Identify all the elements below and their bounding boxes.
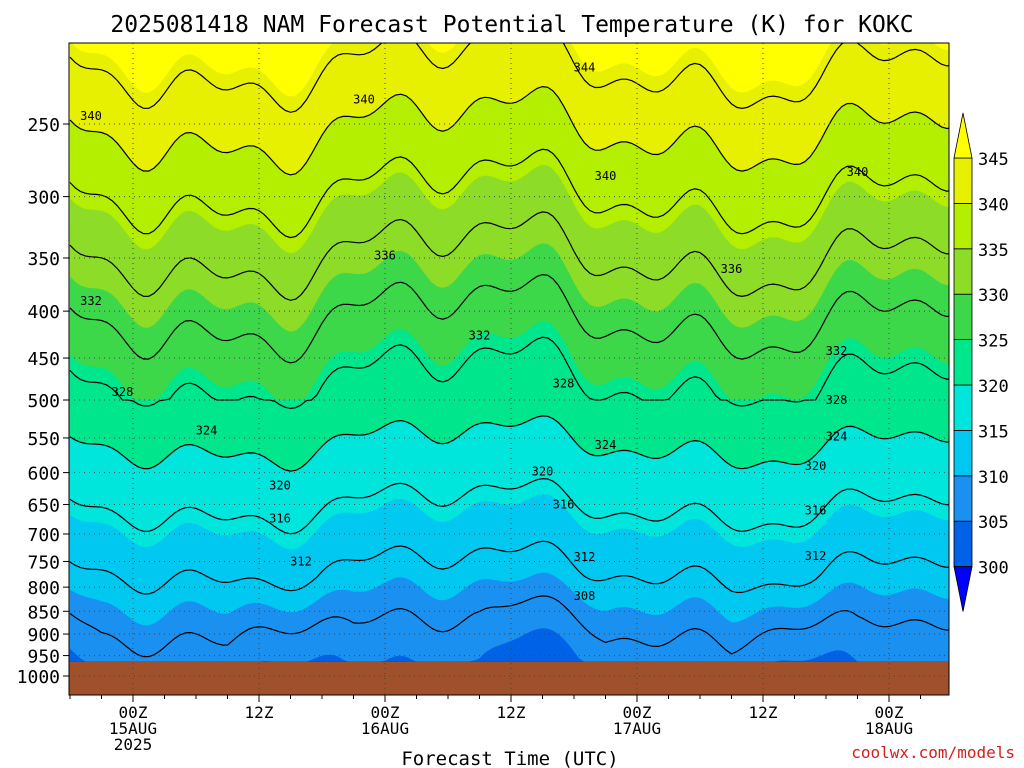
contour-308 [69,595,949,658]
contour-label: 324 [826,430,848,444]
contour-label: 344 [574,61,596,75]
contour-label: 332 [80,294,102,308]
colorbar-segment [953,157,973,204]
colorbar-segment [953,339,973,386]
colorbar-label: 325 [978,332,1009,352]
x-tick-label: 00Z [119,703,148,722]
contour-label: 328 [553,377,575,391]
surface-ground [69,661,949,695]
contour-label: 336 [374,249,396,263]
x-tick-label: 00Z [875,703,904,722]
contour-label: 320 [805,459,827,473]
colorbar-label: 315 [978,422,1009,442]
y-tick-label: 500 [27,391,60,412]
contour-label: 340 [847,165,869,179]
colorbar-label: 305 [978,513,1009,533]
contour-label: 316 [805,504,827,518]
contour-label: 324 [595,438,617,452]
contour-label: 316 [553,497,575,511]
colorbar-segment [953,384,973,431]
contour-label: 340 [353,92,375,106]
y-tick-label: 400 [27,302,60,323]
credit: coolwx.com/models [851,743,1015,762]
y-tick-label: 950 [27,647,60,668]
y-tick-label: 750 [27,552,60,573]
contour-label: 312 [574,550,596,564]
y-tick-label: 700 [27,525,60,546]
contour-label: 312 [290,554,312,568]
x-tick-label: 00Z [371,703,400,722]
colorbar-label: 310 [978,468,1009,488]
colorbar-segment [953,202,973,250]
x-tick-label: 17AUG [613,719,661,738]
contour-label: 308 [574,589,596,603]
x-tick-label: 15AUG [109,719,157,738]
contour-label: 320 [269,479,291,493]
y-tick-label: 850 [27,602,60,623]
colorbar-arrow-top [953,112,973,159]
x-tick-label: 00Z [623,703,652,722]
contour-336 [69,148,949,239]
y-tick-label: 600 [27,464,60,485]
contour-label: 324 [196,424,218,438]
contour-label: 312 [805,549,827,563]
colorbar-segment [953,429,973,477]
x-axis-label: Forecast Time (UTC) [401,748,618,768]
contour-label: 340 [80,109,102,123]
contour-312 [69,540,949,595]
x-tick-label: 16AUG [361,719,409,738]
contour-label: 332 [826,344,848,358]
x-tick-label: 2025 [114,735,153,754]
y-tick-label: 1000 [17,667,60,688]
x-tick-label: 12Z [749,703,778,722]
contour-label: 328 [112,385,134,399]
y-tick-label: 800 [27,578,60,599]
y-tick-label: 450 [27,349,60,370]
y-tick-label: 550 [27,429,60,450]
plot-area: 344 340 340 340 340 336 336 332 332 332 328 328 328 3… [69,43,949,695]
x-tick-label: 12Z [497,703,526,722]
colorbar-label: 345 [978,150,1009,170]
colorbar-segment [953,293,973,341]
colorbar-label: 335 [978,241,1009,261]
contour-320 [69,415,949,472]
chart-title: 2025081418 NAM Forecast Potential Temper… [110,12,913,38]
contour-label: 328 [826,393,848,407]
colorbar-segment [953,248,973,295]
x-tick-label: 12Z [245,703,274,722]
colorbar-segment [953,475,973,522]
y-tick-label: 650 [27,495,60,516]
contour-label: 332 [469,328,491,342]
contour-328 [69,273,949,364]
contour-label: 320 [532,464,554,478]
y-tick-label: 900 [27,625,60,646]
contour-344 [69,43,949,113]
contour-label: 340 [595,169,617,183]
colorbar-label: 320 [978,377,1009,397]
plot-frame [68,42,950,696]
y-tick-label: 350 [27,249,60,270]
colorbar-label: 330 [978,286,1009,306]
y-tick-label: 250 [27,115,60,136]
contour-label: 336 [721,262,743,276]
colorbar-label: 340 [978,195,1009,215]
y-tick-label: 300 [27,188,60,209]
colorbar-arrow-bottom [953,566,973,612]
x-tick-label: 18AUG [865,719,913,738]
colorbar-segment [953,520,973,568]
contour-label: 316 [269,511,291,525]
colorbar-label: 300 [978,559,1009,579]
